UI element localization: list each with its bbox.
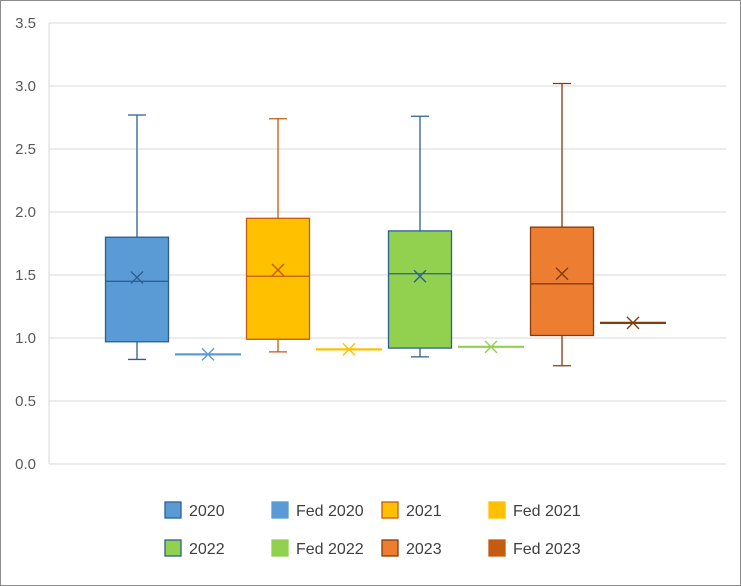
iqr-box: [245, 217, 311, 340]
legend-swatch: [488, 539, 506, 557]
legend-label: 2021: [406, 503, 442, 520]
point-marker: [626, 316, 640, 330]
gridlines: [48, 22, 726, 465]
legend-item: Fed 2022: [271, 539, 364, 558]
legend-swatch: [488, 501, 506, 519]
mean-marker: [271, 263, 285, 277]
y-axis: 0.0 0.5 1.0 1.5 2.0 2.5 3.0 3.5: [15, 15, 36, 473]
y-tick-label: 0.0: [15, 456, 36, 473]
fed-point-fed-2021: [316, 342, 382, 356]
legend-swatch: [164, 539, 182, 557]
iqr-box: [529, 226, 595, 337]
legend-label: 2020: [189, 503, 225, 520]
y-tick-label: 0.5: [15, 393, 36, 410]
legend-swatch: [271, 539, 289, 557]
legend-item: Fed 2023: [488, 539, 581, 558]
fed-point-fed-2022: [458, 340, 524, 354]
legend-swatch: [381, 539, 399, 557]
y-tick-label: 2.0: [15, 204, 36, 221]
legend: 2020 Fed 2020 2021 Fed 2021 2022 Fed 2022 2023…: [164, 501, 581, 558]
legend-label: Fed 2021: [513, 503, 581, 520]
legend-label: Fed 2020: [296, 503, 364, 520]
iqr-box: [104, 236, 170, 343]
legend-swatch: [164, 501, 182, 519]
mean-marker: [130, 271, 144, 285]
y-tick-label: 1.5: [15, 267, 36, 284]
point-marker: [484, 340, 498, 354]
y-tick-label: 3.0: [15, 78, 36, 95]
point-marker: [342, 342, 356, 356]
box-2021: [245, 118, 311, 353]
mean-marker: [555, 267, 569, 281]
legend-label: 2022: [189, 541, 225, 558]
legend-label: Fed 2022: [296, 541, 364, 558]
y-tick-label: 3.5: [15, 15, 36, 32]
legend-item: 2022: [164, 539, 225, 558]
iqr-box: [387, 230, 453, 349]
legend-item: 2021: [381, 501, 442, 520]
box-2020: [104, 114, 170, 361]
y-tick-label: 1.0: [15, 330, 36, 347]
legend-item: 2023: [381, 539, 442, 558]
fed-point-fed-2020: [175, 347, 241, 361]
box-2023: [529, 82, 595, 367]
point-marker: [201, 347, 215, 361]
fed-point-fed-2023: [600, 316, 666, 330]
plot-area: [104, 82, 666, 367]
legend-swatch: [271, 501, 289, 519]
legend-swatch: [381, 501, 399, 519]
mean-marker: [413, 269, 427, 283]
y-tick-label: 2.5: [15, 141, 36, 158]
legend-label: 2023: [406, 541, 442, 558]
box-2022: [387, 115, 453, 358]
legend-label: Fed 2023: [513, 541, 581, 558]
legend-item: Fed 2020: [271, 501, 364, 520]
legend-item: 2020: [164, 501, 225, 520]
legend-item: Fed 2021: [488, 501, 581, 520]
